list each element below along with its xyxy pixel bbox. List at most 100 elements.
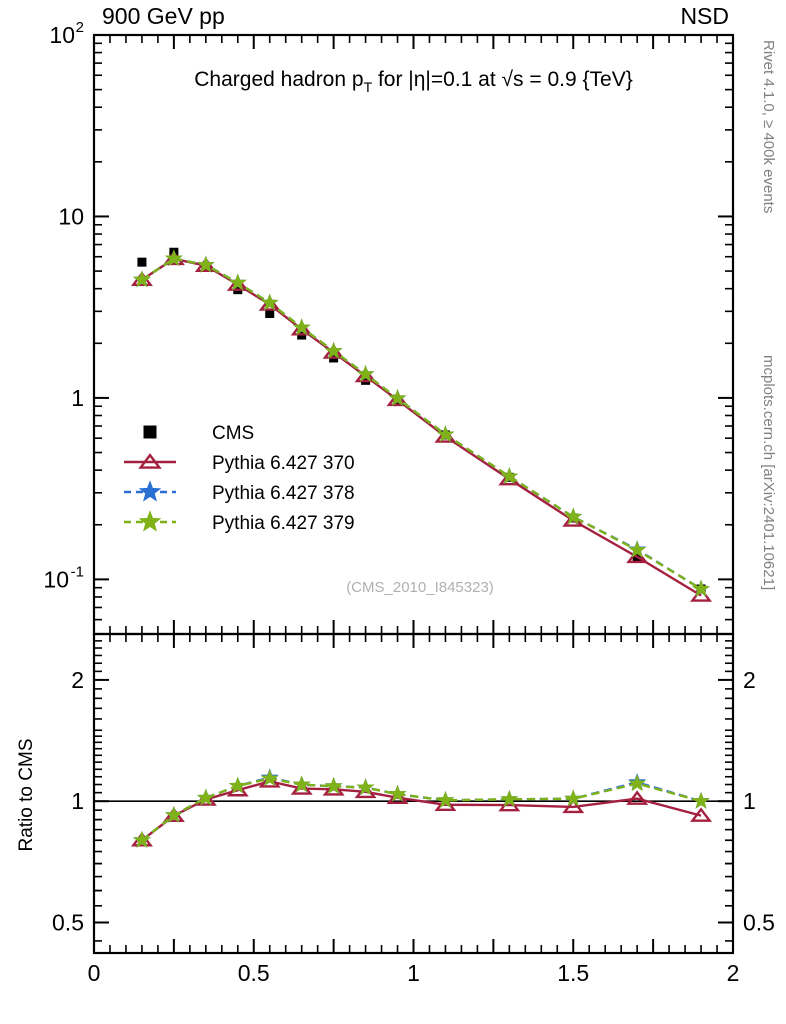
marker-star: [260, 293, 279, 311]
legend-entry[interactable]: Pythia 6.427 370: [124, 453, 355, 474]
ratio-y-tick-label-right: 2: [743, 667, 756, 693]
svg-text:-1: -1: [71, 563, 84, 580]
marker-star: [138, 480, 162, 502]
legend-entry[interactable]: CMS: [143, 423, 255, 444]
panel-frames: [92, 33, 735, 955]
ratio-y-tick-label-right: 0.5: [743, 909, 775, 935]
marker-square: [137, 257, 147, 267]
marker-star: [564, 789, 583, 807]
main-x-ticks: [93, 35, 734, 634]
series-line: [141, 777, 702, 842]
main-y-tick-label: 210: [49, 19, 84, 48]
marker-triangle: [626, 790, 649, 805]
marker-square: [143, 425, 157, 439]
ratio-panel-data: [130, 768, 713, 848]
marker-star: [388, 389, 407, 406]
marker-square: [265, 308, 275, 318]
ratio-series-pythia-6-427-378: [133, 768, 710, 848]
header-right-label: NSD: [680, 3, 729, 29]
marker-star: [500, 789, 519, 807]
ratio-y-tick-label-right: 1: [743, 788, 756, 814]
legend-label: Pythia 6.427 370: [212, 453, 355, 474]
analysis-id-watermark: (CMS_2010_I845323): [346, 579, 494, 596]
ratio-y-axis-title: Ratio to CMS: [16, 739, 37, 852]
marker-triangle: [562, 798, 585, 814]
ratio-y-tick-label-left: 0.5: [52, 909, 84, 935]
series-line: [141, 780, 702, 842]
svg-text:Charged hadron pT for |η|=0.1: Charged hadron pT for |η|=0.1 at √s = 0.…: [194, 68, 632, 95]
svg-text:10: 10: [43, 566, 69, 592]
series-line: [141, 776, 702, 842]
marker-triangle: [690, 807, 713, 822]
marker-star: [196, 788, 215, 806]
x-tick-label: 0.5: [238, 960, 270, 986]
legend-label: Pythia 6.427 378: [212, 483, 355, 504]
main-y-tick-label: 10: [58, 203, 84, 229]
ratio-series-pythia-6-427-379: [133, 769, 710, 848]
marker-star: [164, 805, 183, 823]
marker-triangle: [194, 791, 217, 806]
marker-star: [164, 249, 183, 267]
marker-star: [628, 774, 647, 792]
marker-star: [388, 784, 407, 802]
ratio-y-tick-label-left: 1: [71, 788, 84, 814]
marker-star: [292, 318, 311, 336]
marker-triangle: [386, 789, 409, 804]
marker-triangle: [290, 320, 313, 336]
series-line: [141, 257, 702, 597]
ratio-x-ticks: [93, 634, 734, 953]
legend-label: CMS: [212, 423, 254, 444]
marker-star: [292, 775, 311, 793]
series-pythia-6-427-379: [133, 249, 710, 597]
marker-triangle: [258, 773, 281, 788]
svg-text:2: 2: [76, 19, 84, 36]
marker-star: [692, 791, 710, 809]
x-tick-label: 2: [727, 960, 740, 986]
legend-entry[interactable]: Pythia 6.427 379: [124, 510, 355, 534]
marker-star: [356, 364, 375, 382]
marker-triangle: [322, 781, 345, 796]
x-tick-label: 1.5: [557, 960, 589, 986]
marker-star: [692, 579, 710, 597]
main-y-ticks: [94, 34, 733, 635]
marker-star: [133, 270, 151, 288]
marker-star: [228, 776, 247, 794]
mcplots-source-label: mcplots.cern.ch [arXiv:2401.10621]: [760, 355, 777, 590]
svg-text:10: 10: [49, 22, 75, 48]
marker-star: [138, 510, 162, 532]
ratio-x-tick-labels: 0 0.5 1 1.5 2: [88, 960, 740, 986]
marker-triangle: [258, 296, 281, 311]
marker-star: [196, 255, 215, 273]
x-tick-label: 1: [407, 960, 420, 986]
marker-star: [260, 769, 279, 787]
marker-triangle: [434, 428, 457, 443]
marker-star: [228, 273, 247, 291]
page-title: Charged hadron pT for |η|=0.1 at √s = 0.…: [194, 68, 632, 95]
marker-triangle: [138, 453, 162, 469]
marker-triangle: [354, 367, 377, 383]
legend: CMS Pythia 6.427 370 Pythia 6.427 378 Pythi…: [124, 423, 355, 534]
main-y-tick-label: 1: [71, 385, 84, 411]
marker-star: [133, 830, 151, 848]
main-panel-data: [130, 247, 713, 602]
marker-star: [500, 467, 519, 485]
marker-star: [324, 341, 343, 359]
marker-star: [564, 507, 583, 525]
legend-entry[interactable]: Pythia 6.427 378: [124, 480, 355, 504]
series-cms: [137, 247, 706, 594]
x-tick-label: 0: [88, 960, 101, 986]
legend-label: Pythia 6.427 379: [212, 513, 355, 534]
marker-star: [324, 776, 343, 794]
marker-triangle: [226, 276, 249, 291]
ratio-y-tick-labels: 2 2 1 1 0.5 0.5: [52, 667, 775, 936]
marker-star: [436, 790, 455, 808]
header-left-label: 900 GeV pp: [102, 3, 225, 29]
main-y-tick-label: -110: [43, 563, 84, 592]
marker-star: [628, 540, 647, 558]
marker-triangle: [386, 391, 409, 407]
marker-star: [436, 425, 455, 443]
rivet-version-label: Rivet 4.1.0, ≥ 400k events: [760, 40, 777, 213]
